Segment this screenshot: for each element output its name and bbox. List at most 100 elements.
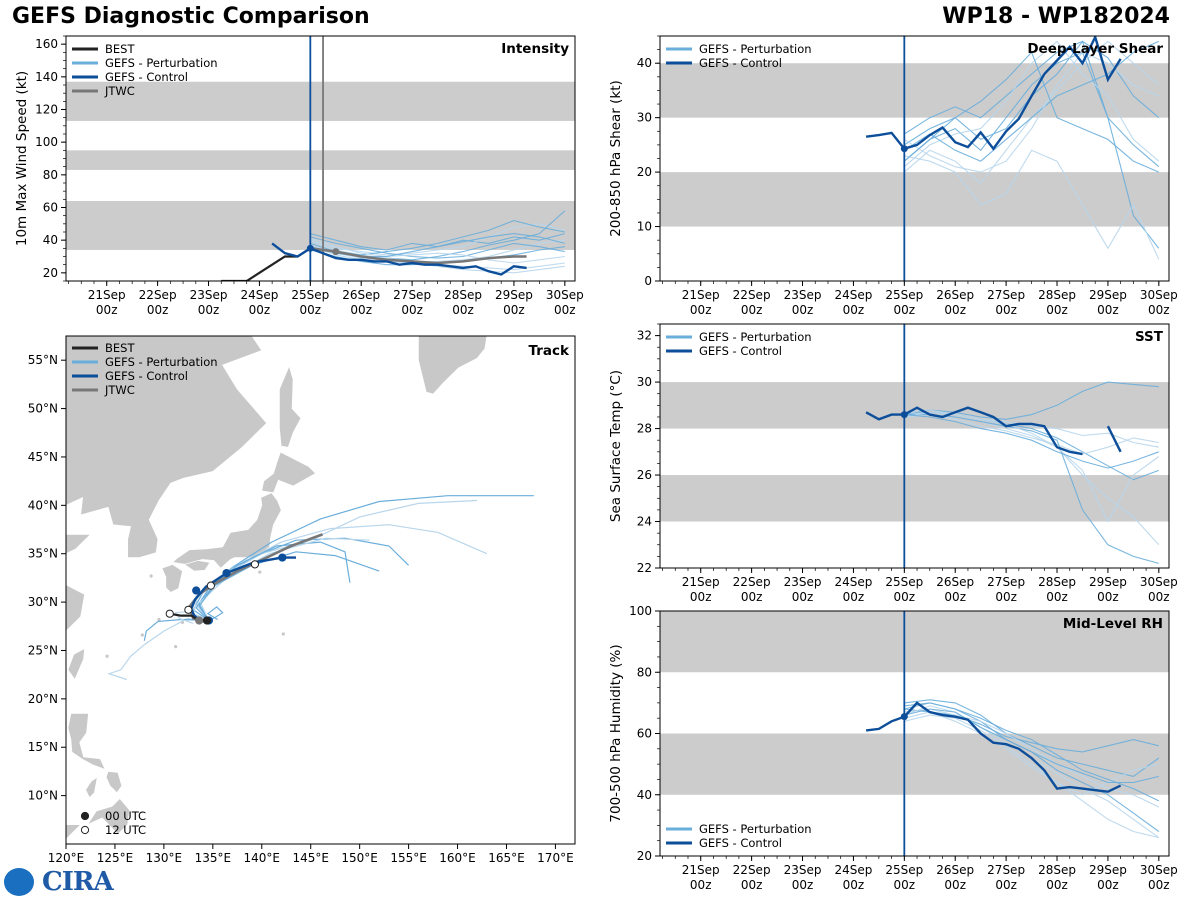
panel-track: 120°E 125°E 130°E 135°E 140°E 145°E 150°E 155°E… (28, 335, 576, 865)
best-track-point (165, 609, 174, 618)
land-kamchatka (418, 336, 488, 395)
y-axis-label: 10m Max Wind Speed (kt) (14, 71, 30, 246)
x-tick-label-hour: 00z (249, 303, 271, 317)
land-mindanao (86, 797, 130, 835)
panel-title: Deep-Layer Shear (1027, 41, 1163, 57)
x-tick-label-hour: 00z (995, 590, 1017, 604)
y-tick-label: 100 (35, 135, 58, 149)
lon-tick-label: 160°E (439, 851, 476, 865)
x-tick-label-hour: 00z (792, 590, 814, 604)
x-tick-label-hour: 00z (944, 590, 966, 604)
x-tick-label-day: 21Sep (682, 863, 720, 877)
legend-label: GEFS - Control (699, 836, 782, 850)
perturbation-series (904, 708, 1160, 808)
x-tick-label-day: 27Sep (987, 288, 1025, 302)
lat-tick-label: 55°N (28, 353, 58, 367)
lon-tick-label: 145°E (292, 851, 329, 865)
marker-legend-label: 00 UTC (105, 809, 146, 823)
y-tick-label: 20 (637, 849, 652, 863)
perturbation-series (904, 414, 1159, 469)
panel-title: Intensity (501, 41, 569, 57)
x-tick-label-hour: 00z (843, 303, 865, 317)
jtwc-track-point (206, 581, 215, 590)
lat-tick-label: 25°N (28, 643, 58, 657)
panel-intensity: 2040608010012014016021Sep00z22Sep00z23Se… (14, 35, 584, 317)
panel-title: Track (529, 343, 570, 359)
plot-area-shear (660, 36, 1169, 281)
land-islet (174, 645, 178, 649)
y-axis-label: Sea Surface Temp (°C) (608, 370, 624, 522)
x-tick-label-hour: 00z (1097, 878, 1119, 892)
x-tick-label-day: 23Sep (784, 288, 822, 302)
lon-tick-label: 125°E (97, 851, 134, 865)
perturbation-track (206, 606, 224, 622)
y-tick-label: 80 (637, 665, 652, 679)
control-init-point (900, 713, 908, 721)
land-luzon (67, 713, 106, 771)
lon-tick-label: 165°E (488, 851, 525, 865)
x-tick-label-day: 25Sep (885, 288, 923, 302)
panel-title: Mid-Level RH (1063, 616, 1163, 632)
legend-label: GEFS - Perturbation (699, 42, 812, 56)
x-tick-label-day: 27Sep (393, 288, 431, 302)
jtwc-series (310, 247, 527, 265)
legend-label: GEFS - Perturbation (699, 330, 812, 344)
land-china-coast (66, 584, 85, 632)
x-tick-label-hour: 00z (690, 878, 712, 892)
x-tick-label-day: 27Sep (987, 575, 1025, 589)
land-islet (157, 617, 161, 622)
x-tick-label-day: 22Sep (139, 288, 177, 302)
y-axis-label: 700-500 hPa Humidity (%) (608, 644, 624, 822)
land-islet (258, 570, 262, 574)
control-init-point (900, 145, 908, 153)
x-tick-label-day: 29Sep (1089, 288, 1127, 302)
x-tick-label-day: 22Sep (733, 288, 771, 302)
x-tick-label-day: 28Sep (444, 288, 482, 302)
x-tick-label-hour: 00z (690, 303, 712, 317)
shaded-band (660, 172, 1169, 227)
lat-tick-label: 20°N (28, 692, 58, 706)
x-tick-label-day: 27Sep (987, 863, 1025, 877)
shaded-band (660, 475, 1169, 522)
y-tick-label: 28 (637, 422, 652, 436)
x-tick-label-day: 30Sep (546, 288, 584, 302)
storm-id-title: WP18 - WP182024 (942, 4, 1170, 29)
best-series (221, 247, 311, 281)
y-tick-label: 22 (637, 561, 652, 575)
y-tick-label: 20 (43, 266, 58, 280)
land-asia-mainland (66, 336, 268, 558)
legend-label: GEFS - Perturbation (105, 355, 218, 369)
x-tick-label-day: 21Sep (682, 575, 720, 589)
x-tick-label-day: 25Sep (885, 863, 923, 877)
perturbation-track (143, 618, 209, 641)
x-tick-label-hour: 00z (741, 878, 763, 892)
perturbation-series (904, 711, 1159, 839)
cira-logo: CIRA (4, 866, 114, 898)
x-tick-label-hour: 00z (894, 878, 916, 892)
x-tick-label-day: 30Sep (1140, 863, 1178, 877)
jtwc-track-point (195, 616, 204, 625)
perturbation-series (904, 51, 1160, 173)
jtwc-track-point (184, 605, 193, 614)
y-tick-label: 120 (35, 103, 58, 117)
perturbation-series (310, 237, 565, 264)
perturbation-track (192, 499, 478, 622)
jtwc-track-point (250, 560, 260, 569)
x-tick-label-hour: 00z (894, 303, 916, 317)
legend-label: GEFS - Control (105, 369, 188, 383)
x-tick-label-day: 25Sep (291, 288, 329, 302)
panel-rh: 2040608010021Sep00z22Sep00z23Sep00z24Sep… (608, 604, 1178, 892)
x-tick-label-hour: 00z (1148, 878, 1170, 892)
x-tick-label-day: 24Sep (834, 288, 872, 302)
x-tick-label-day: 23Sep (784, 575, 822, 589)
figure-title: GEFS Diagnostic Comparison (12, 4, 370, 29)
shaded-band (660, 382, 1169, 429)
x-tick-label-hour: 00z (944, 303, 966, 317)
y-tick-label: 32 (637, 329, 652, 343)
shaded-band (660, 63, 1169, 118)
x-tick-label-day: 25Sep (885, 575, 923, 589)
x-tick-label-hour: 00z (147, 303, 169, 317)
y-tick-label: 10 (637, 220, 652, 234)
panel-sst: 22242628303221Sep00z22Sep00z23Sep00z24Se… (608, 323, 1178, 604)
legend-label: GEFS - Control (105, 70, 188, 84)
